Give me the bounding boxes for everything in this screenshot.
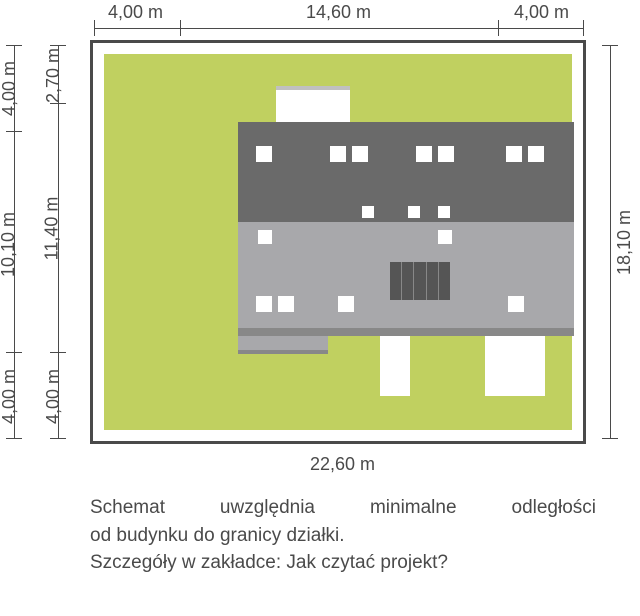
- tick: [602, 438, 618, 439]
- tick: [94, 20, 95, 36]
- tick: [602, 45, 618, 46]
- dim-right-total: 18,10 m: [614, 210, 635, 275]
- dim-left-inner-bot: 4,00 m: [43, 369, 64, 424]
- window: [256, 296, 272, 312]
- caption-line1: Schemat uwzględnia minimalne odległości: [90, 494, 596, 522]
- tick: [180, 20, 181, 36]
- dim-line-top: [94, 28, 584, 29]
- window: [256, 146, 272, 162]
- window: [438, 146, 454, 162]
- dim-bottom-total: 22,60 m: [310, 454, 375, 475]
- window: [278, 296, 294, 312]
- window: [258, 230, 272, 244]
- window: [438, 206, 450, 218]
- window: [352, 146, 368, 162]
- window: [416, 146, 432, 162]
- window: [508, 296, 524, 312]
- tick: [50, 103, 66, 104]
- tick: [6, 45, 22, 46]
- window: [338, 296, 354, 312]
- roof-edge: [238, 328, 574, 336]
- dim-left-inner-mid: 11,40 m: [41, 197, 62, 261]
- path: [380, 336, 410, 396]
- plot-lawn: [104, 54, 572, 430]
- tick: [583, 20, 584, 36]
- diagram-container: 4,00 m 14,60 m 4,00 m 4,00 m 10,10 m 4,0…: [0, 0, 640, 616]
- window: [506, 146, 522, 162]
- caption-line2: od budynku do granicy działki.: [90, 522, 596, 550]
- dim-left-inner-top: 2,70 m: [43, 48, 64, 103]
- roof-upper: [238, 122, 574, 222]
- plot-area: [90, 40, 586, 444]
- caption-line3: Szczegóły w zakładce: Jak czytać projekt…: [90, 549, 596, 577]
- tick: [6, 352, 22, 353]
- tick: [6, 438, 22, 439]
- tick: [6, 131, 22, 132]
- path: [485, 336, 545, 396]
- window: [438, 230, 452, 244]
- stair-block: [390, 262, 450, 300]
- dim-line-right: [610, 45, 611, 439]
- tick: [50, 352, 66, 353]
- tick: [50, 438, 66, 439]
- dim-top-left: 4,00 m: [108, 2, 163, 23]
- caption-block: Schemat uwzględnia minimalne odległości …: [90, 494, 596, 577]
- dim-top-right: 4,00 m: [514, 2, 569, 23]
- dim-left-outer-bot: 4,00 m: [0, 369, 20, 424]
- dim-top-center: 14,60 m: [306, 2, 371, 23]
- tick: [498, 20, 499, 36]
- window: [528, 146, 544, 162]
- window: [330, 146, 346, 162]
- dim-left-outer-top: 4,00 m: [0, 61, 20, 116]
- window: [408, 206, 420, 218]
- roof-inset-edge: [238, 350, 328, 354]
- window: [362, 206, 374, 218]
- chimney: [276, 86, 350, 126]
- roof-inset: [238, 336, 328, 350]
- tick: [50, 45, 66, 46]
- dim-left-outer-mid: 10,10 m: [0, 212, 19, 277]
